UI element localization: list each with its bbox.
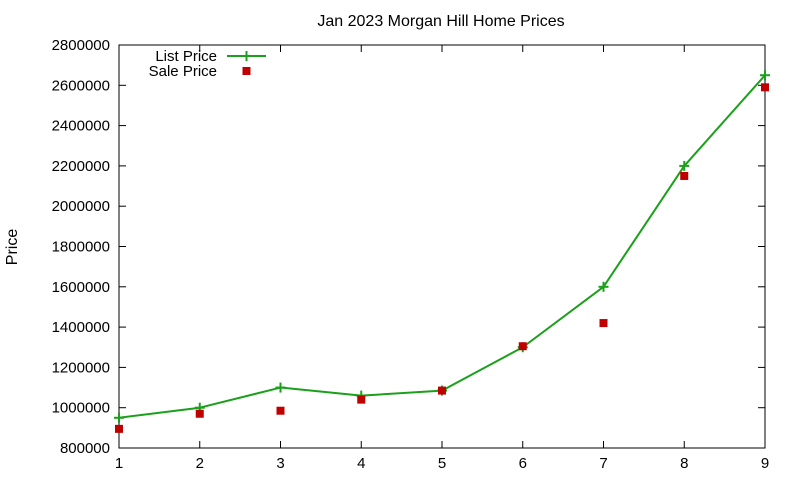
y-tick-label: 2800000 bbox=[52, 37, 110, 54]
x-tick-label: 8 bbox=[680, 455, 688, 472]
x-tick-label: 4 bbox=[357, 455, 365, 472]
sale-price-point bbox=[357, 395, 366, 404]
list-price-point bbox=[760, 70, 770, 81]
x-tick-label: 5 bbox=[438, 455, 446, 472]
y-tick-label: 2400000 bbox=[52, 118, 110, 135]
chart-title: Jan 2023 Morgan Hill Home Prices bbox=[317, 13, 564, 30]
legend-label-list-price: List Price bbox=[155, 48, 217, 65]
x-tick-label: 7 bbox=[599, 455, 607, 472]
list-price-point bbox=[598, 281, 609, 292]
x-tick-label: 2 bbox=[196, 455, 204, 472]
list-price-line bbox=[118, 74, 766, 419]
x-tick-label: 6 bbox=[519, 455, 527, 472]
y-axis-label: Price bbox=[4, 229, 21, 266]
list-price-point bbox=[114, 412, 124, 423]
legend-marker-sale-price bbox=[242, 67, 251, 75]
x-tick-label: 3 bbox=[276, 455, 284, 472]
series-layer bbox=[114, 70, 770, 433]
y-tick-label: 1200000 bbox=[52, 359, 110, 376]
y-tick-label: 800000 bbox=[60, 440, 110, 457]
axis-ticks: 800000 1000000 1200000 1400000 1600000 180000… bbox=[52, 37, 770, 472]
sale-price-point bbox=[276, 406, 285, 415]
y-tick-label: 1000000 bbox=[52, 400, 110, 417]
legend-label-sale-price: Sale Price bbox=[149, 63, 217, 80]
sale-price-point bbox=[761, 83, 769, 92]
y-tick-label: 2200000 bbox=[52, 158, 110, 175]
sale-price-point bbox=[518, 342, 527, 351]
sale-price-point bbox=[680, 171, 689, 180]
list-price-point bbox=[679, 160, 690, 171]
y-tick-label: 1400000 bbox=[52, 319, 110, 336]
list-price-point bbox=[275, 382, 286, 393]
y-tick-label: 1600000 bbox=[52, 279, 110, 296]
sale-price-point bbox=[599, 319, 608, 328]
y-tick-label: 2600000 bbox=[52, 77, 110, 94]
x-tick-label: 9 bbox=[761, 455, 769, 472]
sale-price-point bbox=[195, 409, 204, 418]
sale-price-point bbox=[115, 424, 123, 433]
sale-price-point bbox=[438, 386, 446, 395]
y-tick-label: 2000000 bbox=[52, 198, 110, 215]
legend-marker-list-price bbox=[241, 51, 252, 61]
x-tick-label: 1 bbox=[115, 455, 123, 472]
y-tick-label: 1800000 bbox=[52, 239, 110, 256]
